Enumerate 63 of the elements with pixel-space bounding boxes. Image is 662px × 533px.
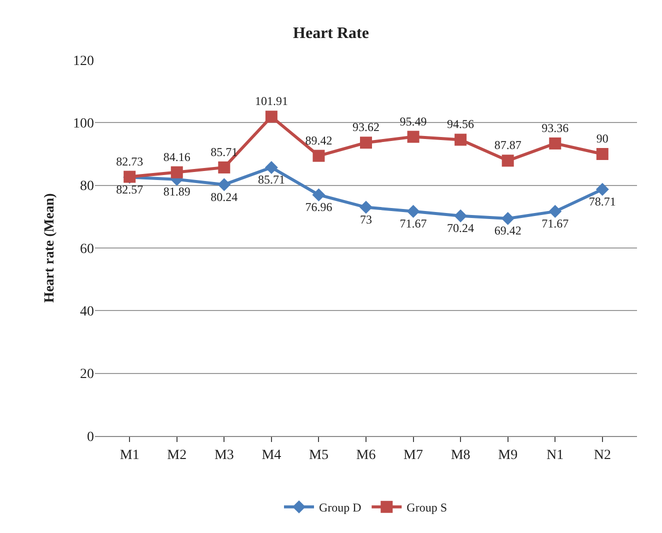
point [360, 200, 372, 214]
point [218, 161, 230, 174]
y-axis-title: Heart rate (Mean) [42, 192, 58, 303]
data-label: 69.42 [494, 224, 522, 238]
y-tick-label: 100 [73, 116, 94, 132]
data-label: 71.67 [400, 216, 427, 231]
data-label: 73 [360, 212, 372, 227]
data-label: 84.16 [163, 150, 190, 164]
data-label: 82.57 [116, 182, 144, 197]
x-tick-label: M9 [498, 448, 518, 463]
data-label: 70.24 [447, 221, 474, 236]
x-tick-label: N1 [546, 448, 564, 463]
point [549, 137, 562, 150]
y-tick-label: 20 [80, 367, 94, 382]
point [596, 148, 608, 160]
x-tick-label: M5 [308, 448, 328, 463]
legend-label: Group S [406, 500, 448, 515]
chart-title: Heart Rate [293, 24, 369, 42]
point [312, 188, 326, 202]
legend-label: Group D [319, 500, 362, 515]
y-tick-label: 0 [87, 430, 94, 445]
point [548, 204, 562, 218]
data-label: 82.73 [116, 154, 144, 168]
data-label: 93.36 [542, 120, 569, 135]
x-tick-label: M3 [214, 448, 234, 463]
y-tick-label: 80 [80, 179, 94, 194]
point [360, 136, 372, 149]
point [406, 204, 420, 218]
data-label: 76.96 [305, 200, 332, 214]
point [170, 166, 183, 178]
point [454, 209, 468, 222]
x-tick-label: M8 [450, 448, 470, 463]
point [312, 150, 325, 162]
data-label: 80.24 [210, 190, 238, 204]
data-label: 101.91 [254, 94, 288, 108]
x-tick-label: M1 [120, 448, 140, 463]
data-label: 81.89 [163, 184, 190, 199]
data-label: 93.62 [352, 120, 380, 134]
x-tick-label: M6 [356, 448, 376, 463]
x-tick-label: N2 [594, 448, 611, 463]
data-label: 90 [596, 132, 608, 146]
data-label: 89.42 [305, 133, 332, 148]
data-label: 94.56 [447, 117, 474, 132]
data-label: 87.87 [494, 138, 522, 152]
x-tick-label: M7 [404, 448, 424, 463]
point [264, 160, 278, 174]
point [502, 154, 514, 167]
y-tick-label: 120 [73, 54, 94, 69]
data-label: 85.71 [258, 172, 285, 187]
point [454, 134, 467, 146]
point [501, 212, 514, 225]
x-tick-label: M2 [167, 448, 187, 463]
y-tick-label: 40 [80, 304, 94, 320]
x-tick-label: M4 [262, 448, 282, 463]
y-tick-label: 60 [80, 242, 94, 257]
point [218, 178, 231, 192]
data-label: 78.71 [588, 194, 616, 209]
data-label: 85.71 [210, 144, 238, 159]
point [407, 130, 420, 143]
point [596, 182, 609, 196]
data-label: 71.67 [542, 216, 569, 231]
point [265, 110, 278, 123]
data-label: 95.49 [400, 114, 427, 128]
